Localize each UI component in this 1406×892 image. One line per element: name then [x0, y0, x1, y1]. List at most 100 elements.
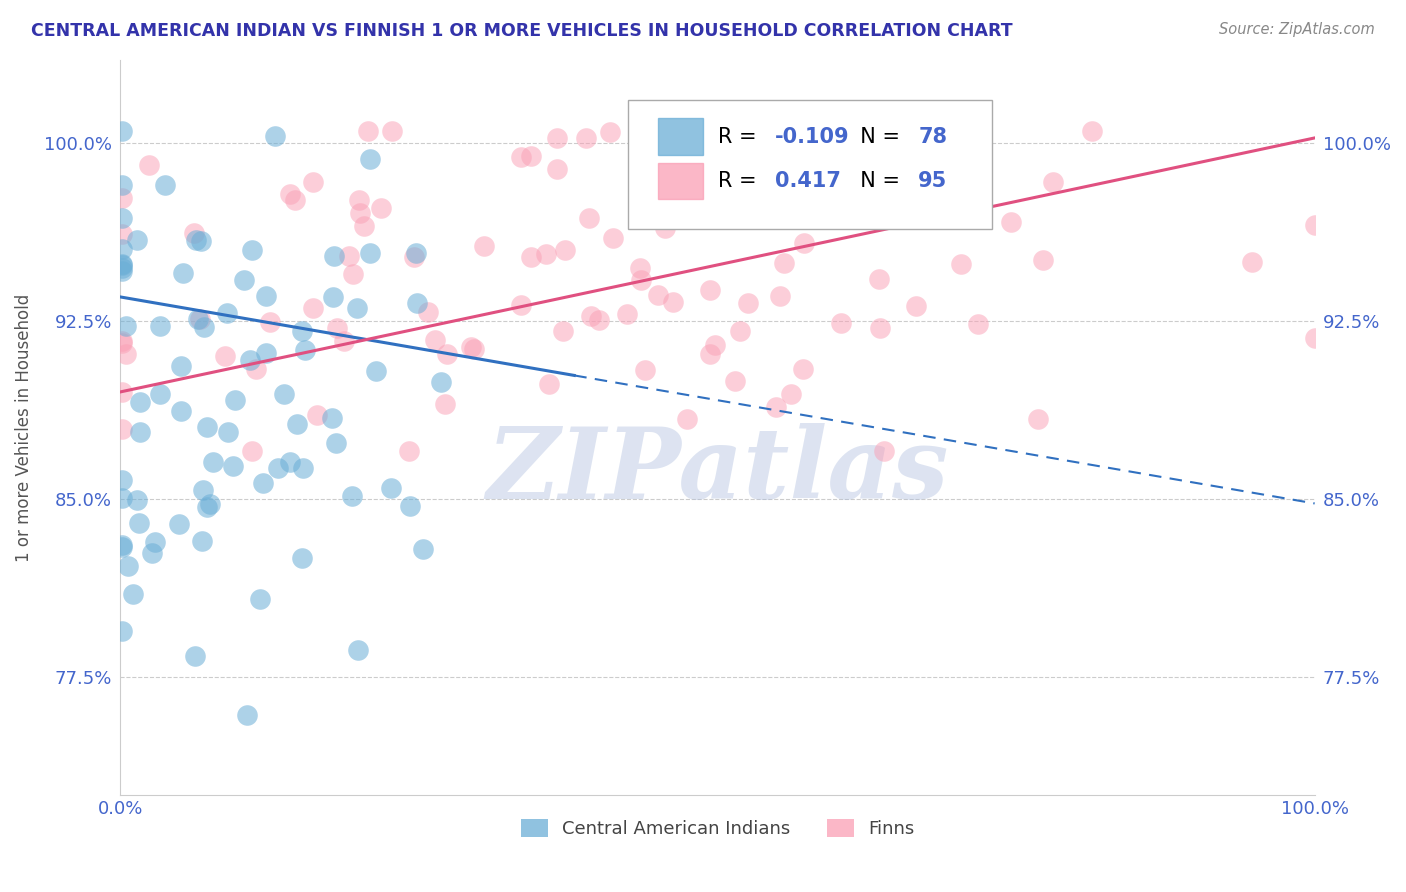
Point — [630, 272, 652, 286]
Point — [256, 346, 278, 360]
Point — [868, 271, 890, 285]
Point — [321, 410, 343, 425]
Point — [138, 158, 160, 172]
Point — [546, 130, 568, 145]
Point — [399, 499, 422, 513]
Point — [111, 191, 134, 205]
Point — [869, 321, 891, 335]
Point — [337, 249, 360, 263]
Text: ZIPatlas: ZIPatlas — [486, 424, 949, 520]
Point — [359, 246, 381, 260]
Point — [111, 257, 134, 271]
Point — [191, 534, 214, 549]
Point — [264, 129, 287, 144]
Point — [111, 227, 134, 241]
Point — [254, 288, 277, 302]
Point — [333, 334, 356, 348]
Point — [676, 412, 699, 426]
Point — [830, 316, 852, 330]
Point — [240, 444, 263, 458]
Text: R =: R = — [717, 127, 763, 147]
Point — [616, 307, 638, 321]
Point — [111, 540, 134, 554]
Point — [111, 124, 134, 138]
Point — [191, 483, 214, 498]
Point — [125, 233, 148, 247]
Point — [873, 444, 896, 458]
Point — [302, 301, 325, 315]
Point — [111, 624, 134, 638]
Point — [602, 231, 624, 245]
Point — [340, 489, 363, 503]
Point — [187, 311, 209, 326]
Text: N =: N = — [846, 171, 905, 191]
Point — [292, 461, 315, 475]
Text: R =: R = — [717, 171, 769, 191]
Point — [195, 420, 218, 434]
Text: -0.109: -0.109 — [775, 127, 849, 147]
Point — [349, 193, 371, 207]
Point — [111, 211, 134, 225]
Point — [634, 362, 657, 376]
Point — [792, 362, 814, 376]
Point — [654, 221, 676, 235]
Point — [380, 481, 402, 495]
Point — [111, 242, 134, 256]
Point — [662, 295, 685, 310]
Point — [647, 288, 669, 302]
Point — [266, 460, 288, 475]
Point — [240, 244, 263, 258]
Point — [537, 377, 560, 392]
Point — [460, 340, 482, 354]
Point — [215, 306, 238, 320]
Point — [904, 299, 927, 313]
Legend: Central American Indians, Finns: Central American Indians, Finns — [513, 812, 921, 846]
Point — [115, 347, 138, 361]
Point — [183, 649, 205, 664]
Point — [737, 296, 759, 310]
Point — [143, 535, 166, 549]
Point — [463, 342, 485, 356]
Point — [412, 542, 434, 557]
Point — [278, 455, 301, 469]
Point — [510, 298, 533, 312]
Point — [285, 417, 308, 432]
Point — [149, 318, 172, 333]
Point — [325, 436, 347, 450]
Point — [129, 425, 152, 439]
Point — [398, 444, 420, 458]
Point — [1303, 219, 1326, 233]
Point — [259, 315, 281, 329]
Point — [302, 175, 325, 189]
Point — [588, 312, 610, 326]
Point — [551, 324, 574, 338]
Point — [111, 538, 134, 552]
Point — [249, 592, 271, 607]
Point — [779, 386, 801, 401]
Point — [200, 497, 222, 511]
Point — [967, 318, 990, 332]
Point — [111, 258, 134, 272]
Point — [278, 187, 301, 202]
Point — [724, 374, 747, 388]
Point — [117, 558, 139, 573]
Point — [578, 211, 600, 225]
Point — [353, 219, 375, 234]
Point — [239, 353, 262, 368]
Point — [217, 425, 239, 439]
Point — [768, 190, 790, 204]
Point — [322, 290, 344, 304]
Point — [202, 455, 225, 469]
Point — [404, 250, 426, 264]
Point — [111, 384, 134, 399]
Point — [111, 264, 134, 278]
Point — [129, 395, 152, 409]
Point — [349, 205, 371, 219]
Point — [294, 343, 316, 357]
Point — [141, 546, 163, 560]
Point — [284, 193, 307, 207]
Point — [111, 178, 134, 193]
Point — [433, 397, 456, 411]
Point — [326, 320, 349, 334]
Point — [405, 245, 427, 260]
